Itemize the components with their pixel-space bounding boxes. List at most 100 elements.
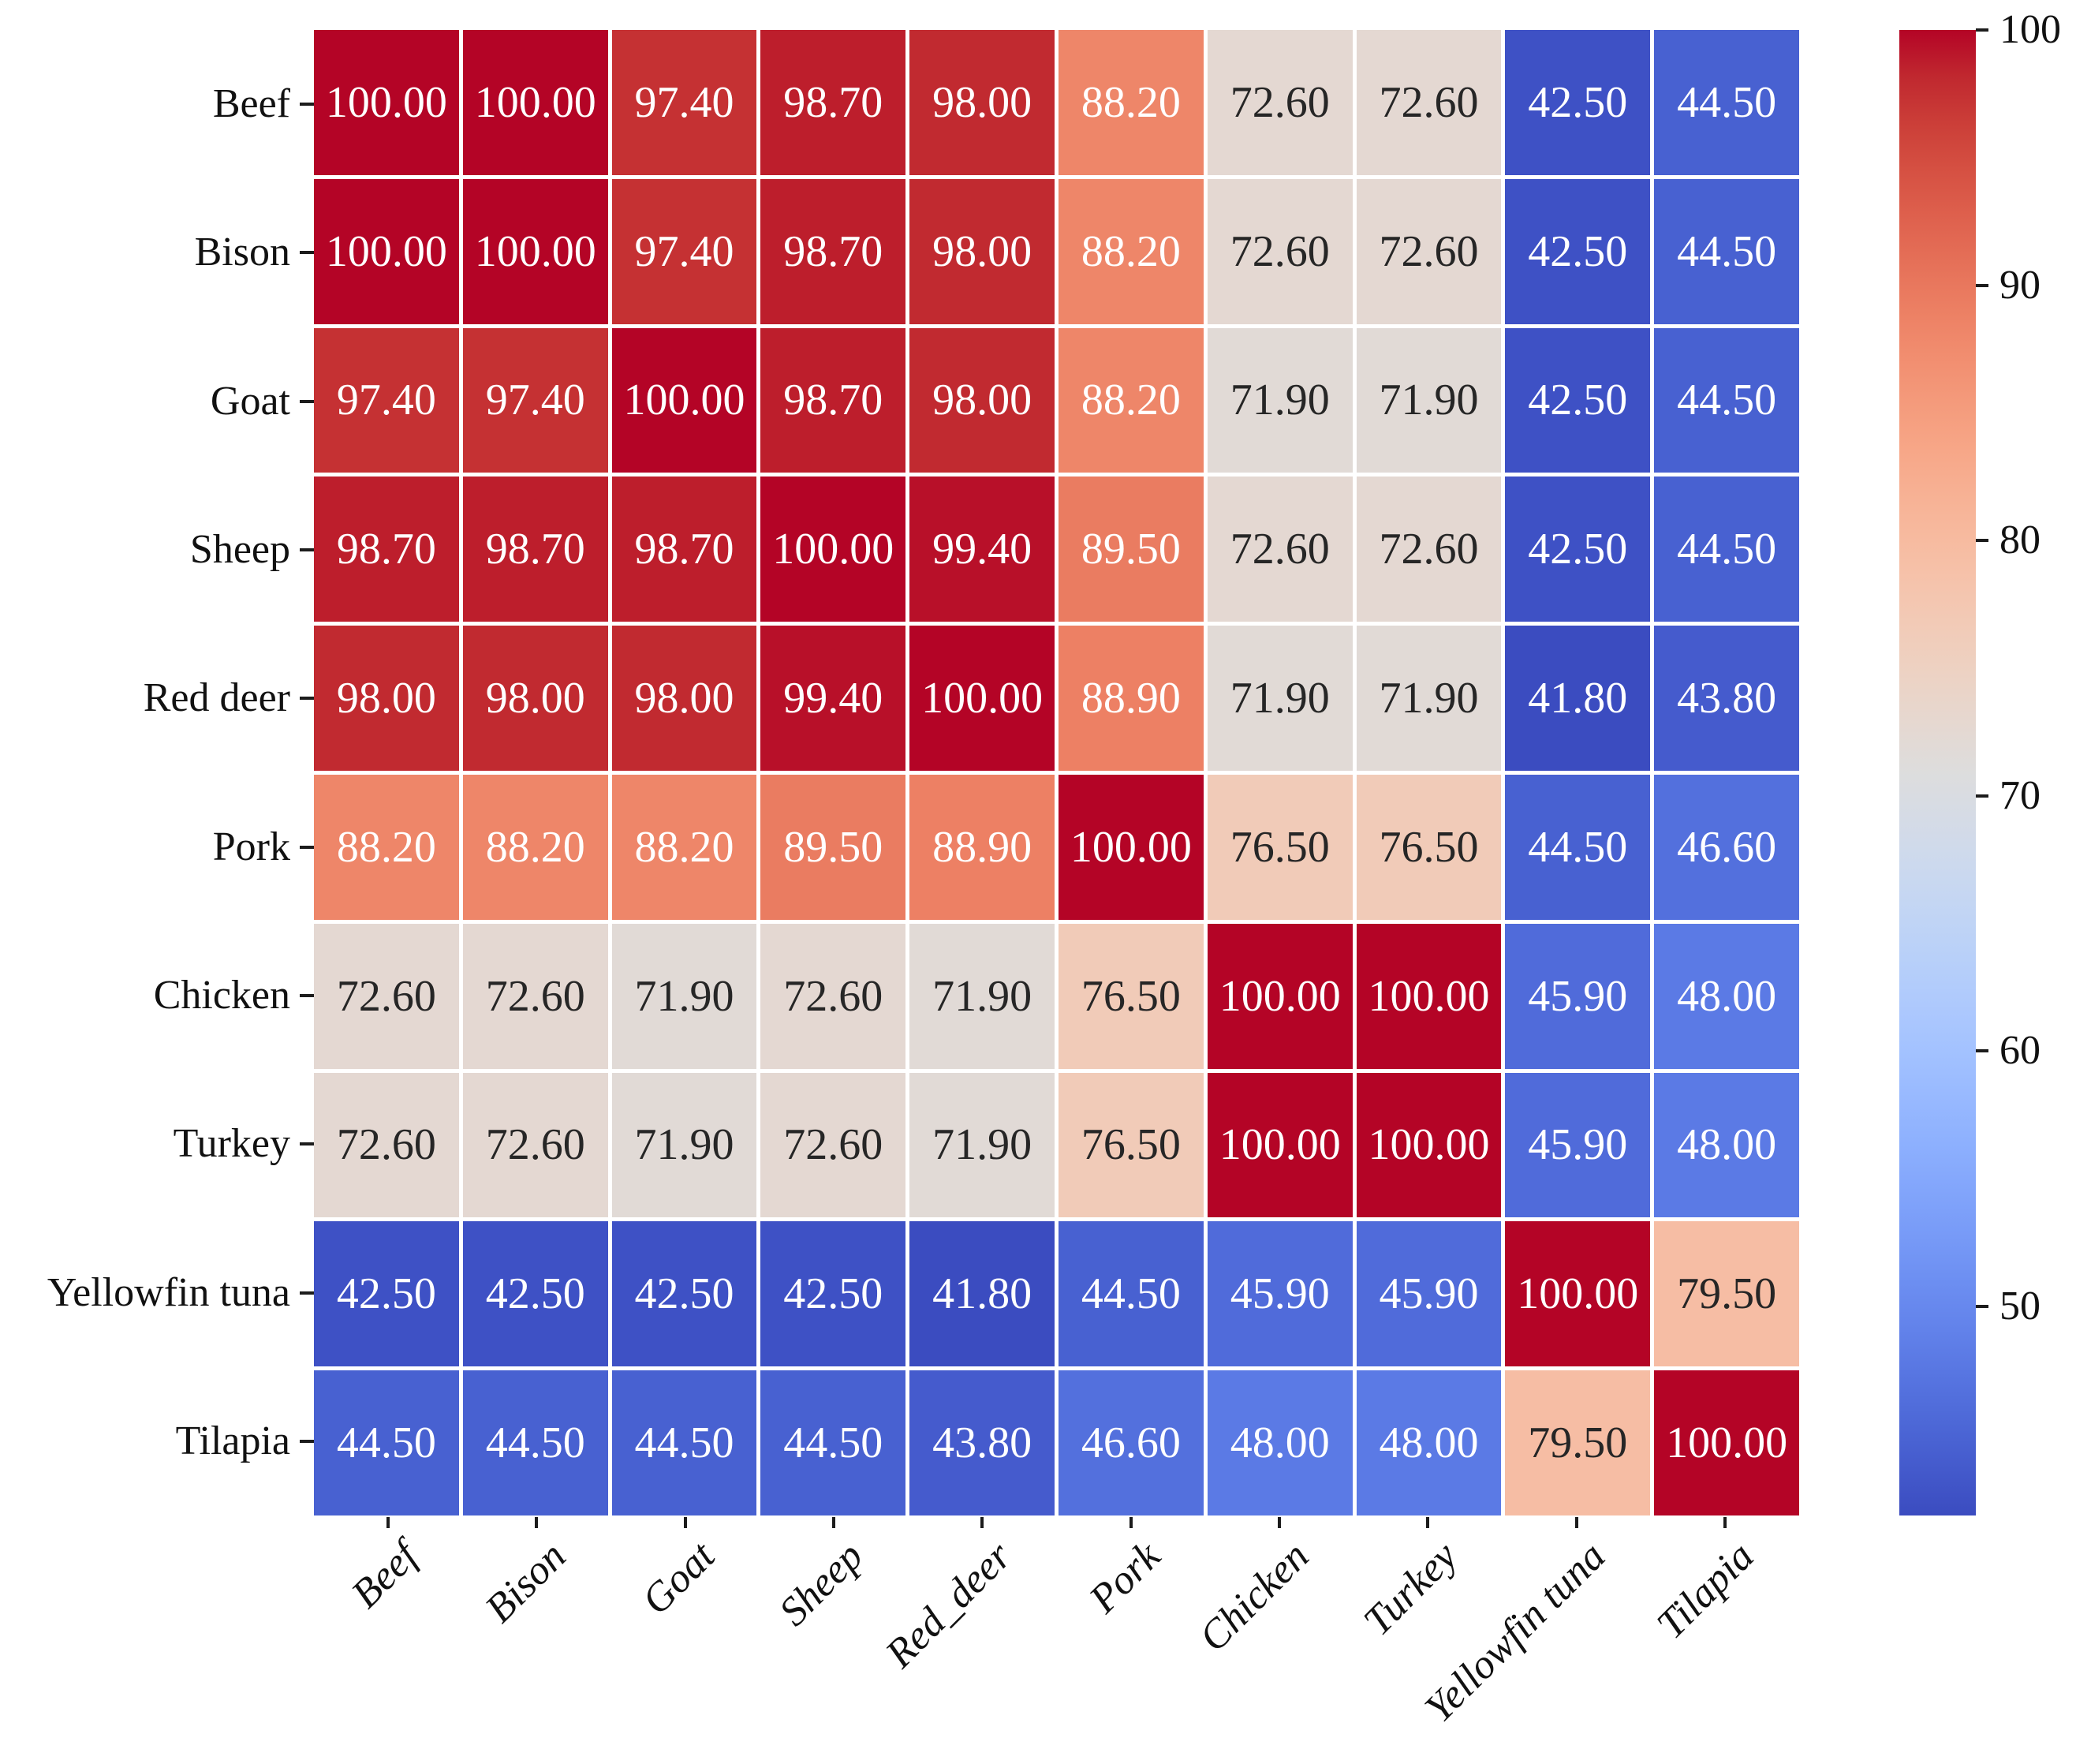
heatmap-cell: 45.90 [1207, 1221, 1353, 1367]
heatmap-cell: 98.00 [909, 30, 1055, 175]
heatmap-cell: 100.00 [1356, 923, 1502, 1069]
heatmap-cell: 72.60 [1207, 477, 1353, 622]
heatmap-cell: 71.90 [611, 923, 757, 1069]
heatmap-cell: 46.60 [1654, 775, 1799, 920]
heatmap-cell: 71.90 [611, 1072, 757, 1218]
colorbar-tick-mark [1976, 539, 1988, 543]
heatmap-cell: 88.20 [1059, 178, 1204, 324]
heatmap-cell: 72.60 [314, 1072, 459, 1218]
heatmap-cell: 44.50 [462, 1370, 608, 1515]
x-axis-label: Sheep [771, 1533, 872, 1635]
heatmap-cell: 98.00 [462, 626, 608, 771]
x-tick-mark [1574, 1517, 1578, 1528]
heatmap-cell: 76.50 [1059, 923, 1204, 1069]
heatmap-cell: 100.00 [1654, 1370, 1799, 1515]
heatmap-cell: 72.60 [760, 1072, 906, 1218]
heatmap-cell: 48.00 [1207, 1370, 1353, 1515]
y-axis-label: Bison [194, 230, 290, 275]
y-axis-label: Sheep [189, 527, 290, 573]
heatmap-cell: 88.20 [462, 775, 608, 920]
heatmap-cell: 44.50 [1654, 30, 1799, 175]
heatmap-cell: 100.00 [909, 626, 1055, 771]
y-tick-mark [300, 1142, 314, 1146]
y-tick-mark [300, 251, 314, 255]
colorbar-tick-mark [1976, 283, 1988, 287]
heatmap-cell: 44.50 [314, 1370, 459, 1515]
x-tick-mark [1426, 1517, 1430, 1528]
heatmap-cell: 43.80 [1654, 626, 1799, 771]
y-tick-mark [300, 697, 314, 701]
x-axis-label: Red_deer [877, 1533, 1021, 1677]
heatmap-cell: 42.50 [314, 1221, 459, 1367]
heatmap-cell: 44.50 [1059, 1221, 1204, 1367]
x-axis-label: Turkey [1355, 1533, 1466, 1645]
heatmap-cell: 98.00 [314, 626, 459, 771]
heatmap-cell: 99.40 [909, 477, 1055, 622]
x-axis-label: Goat [633, 1533, 723, 1624]
y-axis-label: Red deer [143, 675, 290, 721]
heatmap-cell: 97.40 [462, 327, 608, 473]
y-axis-label: Turkey [173, 1121, 290, 1167]
heatmap-cell: 97.40 [314, 327, 459, 473]
heatmap-cell: 43.80 [909, 1370, 1055, 1515]
x-axis-label: Tilapia [1648, 1533, 1764, 1648]
heatmap-cell: 89.50 [760, 775, 906, 920]
colorbar-tick-label: 50 [1999, 1283, 2041, 1329]
colorbar [1899, 30, 1976, 1515]
heatmap-cell: 100.00 [1505, 1221, 1651, 1367]
heatmap-cell: 99.40 [760, 626, 906, 771]
heatmap-cell: 79.50 [1505, 1370, 1651, 1515]
heatmap-cell: 88.20 [1059, 30, 1204, 175]
heatmap-cell: 44.50 [1654, 477, 1799, 622]
x-tick-mark [980, 1517, 984, 1528]
heatmap-cell: 48.00 [1654, 923, 1799, 1069]
x-tick-mark [1277, 1517, 1281, 1528]
heatmap-cell: 71.90 [1356, 626, 1502, 771]
heatmap-cell: 41.80 [909, 1221, 1055, 1367]
x-axis-label: Chicken [1190, 1533, 1318, 1661]
heatmap-cell: 98.00 [611, 626, 757, 771]
y-tick-mark [300, 1291, 314, 1295]
heatmap-cell: 98.70 [314, 477, 459, 622]
heatmap-cell: 42.50 [611, 1221, 757, 1367]
heatmap-cell: 48.00 [1356, 1370, 1502, 1515]
x-tick-mark [683, 1517, 687, 1528]
heatmap-cell: 71.90 [909, 923, 1055, 1069]
heatmap-cell: 72.60 [1207, 178, 1353, 324]
colorbar-tick-label: 80 [1999, 518, 2041, 563]
heatmap-cell: 100.00 [314, 178, 459, 324]
y-axis-label: Goat [210, 378, 290, 424]
y-tick-mark [300, 1439, 314, 1443]
heatmap-cell: 72.60 [1356, 477, 1502, 622]
heatmap-cell: 98.00 [909, 178, 1055, 324]
heatmap-cell: 100.00 [760, 477, 906, 622]
x-tick-mark [832, 1517, 836, 1528]
heatmap-cell: 42.50 [1505, 477, 1651, 622]
y-axis-label: Beef [212, 81, 290, 127]
heatmap-cell: 72.60 [462, 1072, 608, 1218]
heatmap-cell: 72.60 [1356, 178, 1502, 324]
heatmap-cell: 100.00 [462, 178, 608, 324]
y-tick-mark [300, 993, 314, 997]
heatmap-cell: 98.70 [611, 477, 757, 622]
y-tick-mark [300, 103, 314, 107]
y-axis-label: Tilapia [175, 1418, 290, 1463]
x-axis-label: Pork [1081, 1533, 1169, 1622]
heatmap-cell: 88.20 [611, 775, 757, 920]
x-tick-mark [1129, 1517, 1133, 1528]
heatmap-cell: 46.60 [1059, 1370, 1204, 1515]
heatmap-cell: 89.50 [1059, 477, 1204, 622]
heatmap-cell: 42.50 [760, 1221, 906, 1367]
heatmap-cell: 72.60 [1356, 30, 1502, 175]
colorbar-tick-mark [1976, 1304, 1988, 1308]
heatmap-cell: 98.00 [909, 327, 1055, 473]
x-axis-label: Bison [476, 1533, 575, 1631]
heatmap-cell: 100.00 [611, 327, 757, 473]
y-tick-mark [300, 399, 314, 403]
colorbar-tick-label: 60 [1999, 1028, 2041, 1074]
heatmap-cell: 98.70 [462, 477, 608, 622]
heatmap-grid: 100.00 100.00 97.40 98.70 98.00 88.20 72.60 72.… [314, 30, 1799, 1515]
colorbar-tick-mark [1976, 794, 1988, 798]
heatmap-cell: 41.80 [1505, 626, 1651, 771]
